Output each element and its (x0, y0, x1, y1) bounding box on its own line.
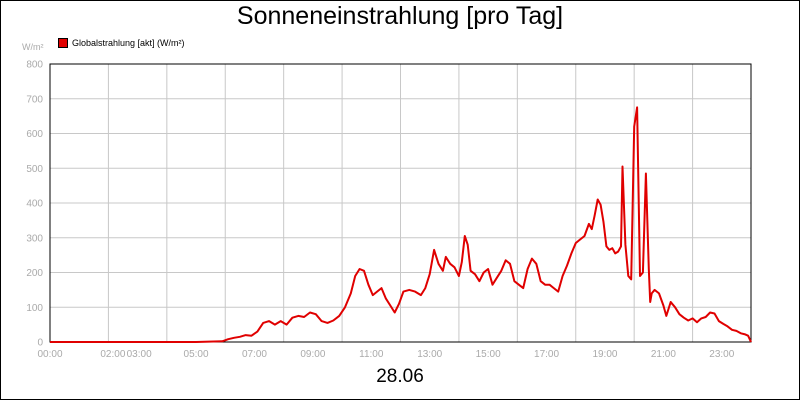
y-unit-label: W/m² (22, 42, 44, 52)
x-tick-label: 17:00 (534, 349, 559, 360)
x-tick-label: 00:00 (37, 349, 62, 360)
legend: Globalstrahlung [akt] (W/m²) (58, 38, 185, 48)
y-tick-label: 700 (26, 94, 43, 105)
series-line-globalstrahlung (50, 106, 752, 343)
x-tick-label: 05:00 (184, 349, 209, 360)
y-tick-label: 100 (26, 303, 43, 314)
y-axis-ticks: 0 100 200 300 400 500 600 700 800 (26, 60, 43, 349)
y-tick-label: 300 (26, 233, 43, 244)
y-tick-label: 0 (37, 338, 43, 349)
chart-title: Sonneneinstrahlung [pro Tag] (236, 2, 564, 30)
x-tick-label: 09:00 (300, 349, 325, 360)
x-tick-label: 02:00 (100, 349, 125, 360)
x-tick-label: 11:00 (359, 349, 384, 360)
y-tick-label: 400 (26, 199, 43, 210)
plot-border (49, 63, 752, 343)
x-tick-label: 13:00 (417, 349, 442, 360)
x-tick-label: 15:00 (476, 349, 501, 360)
date-label: 28.06 (376, 366, 424, 387)
y-tick-label: 600 (26, 129, 43, 140)
x-tick-label: 03:00 (127, 349, 152, 360)
legend-swatch (58, 38, 68, 48)
x-tick-label: 07:00 (242, 349, 267, 360)
x-tick-label: 23:00 (709, 349, 734, 360)
y-tick-label: 800 (26, 60, 43, 71)
x-tick-label: 19:00 (592, 349, 617, 360)
legend-label: Globalstrahlung [akt] (W/m²) (72, 38, 185, 48)
y-tick-label: 500 (26, 164, 43, 175)
x-tick-label: 21:00 (651, 349, 676, 360)
x-axis-ticks: 00:00 02:00 03:00 05:00 07:00 09:00 11:00 13:00… (37, 349, 734, 360)
y-tick-label: 200 (26, 268, 43, 279)
